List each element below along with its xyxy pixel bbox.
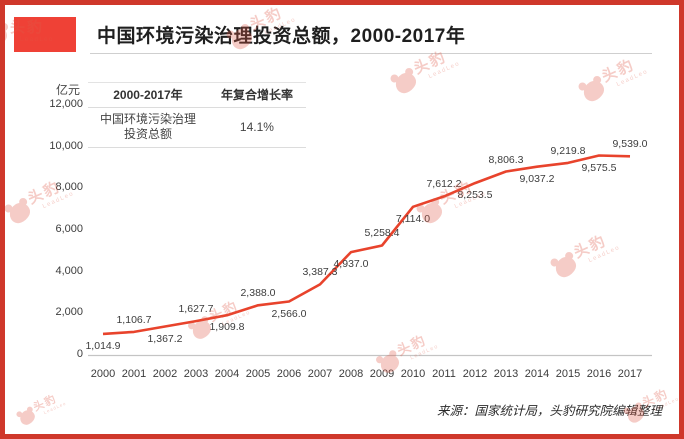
cagr-table-value: 14.1% [207, 107, 306, 148]
cagr-table-header-metric: 年复合增长率 [207, 82, 306, 108]
trend-line [102, 154, 631, 336]
cagr-table-series-name: 中国环境污染治理 投资总额 [88, 107, 208, 148]
cagr-table: 2000-2017年 年复合增长率 中国环境污染治理 投资总额 14.1% [88, 82, 306, 148]
table-row: 中国环境污染治理 投资总额 14.1% [88, 107, 306, 148]
y-axis-unit-label: 亿元 [55, 83, 80, 97]
page-title: 中国环境污染治理投资总额，2000-2017年 [97, 26, 466, 47]
title-accent-block [14, 17, 76, 52]
cagr-table-header-period: 2000-2017年 [88, 82, 208, 108]
source-note: 来源：国家统计局，头豹研究院编辑整理 [436, 404, 662, 418]
title-underline [90, 53, 652, 54]
